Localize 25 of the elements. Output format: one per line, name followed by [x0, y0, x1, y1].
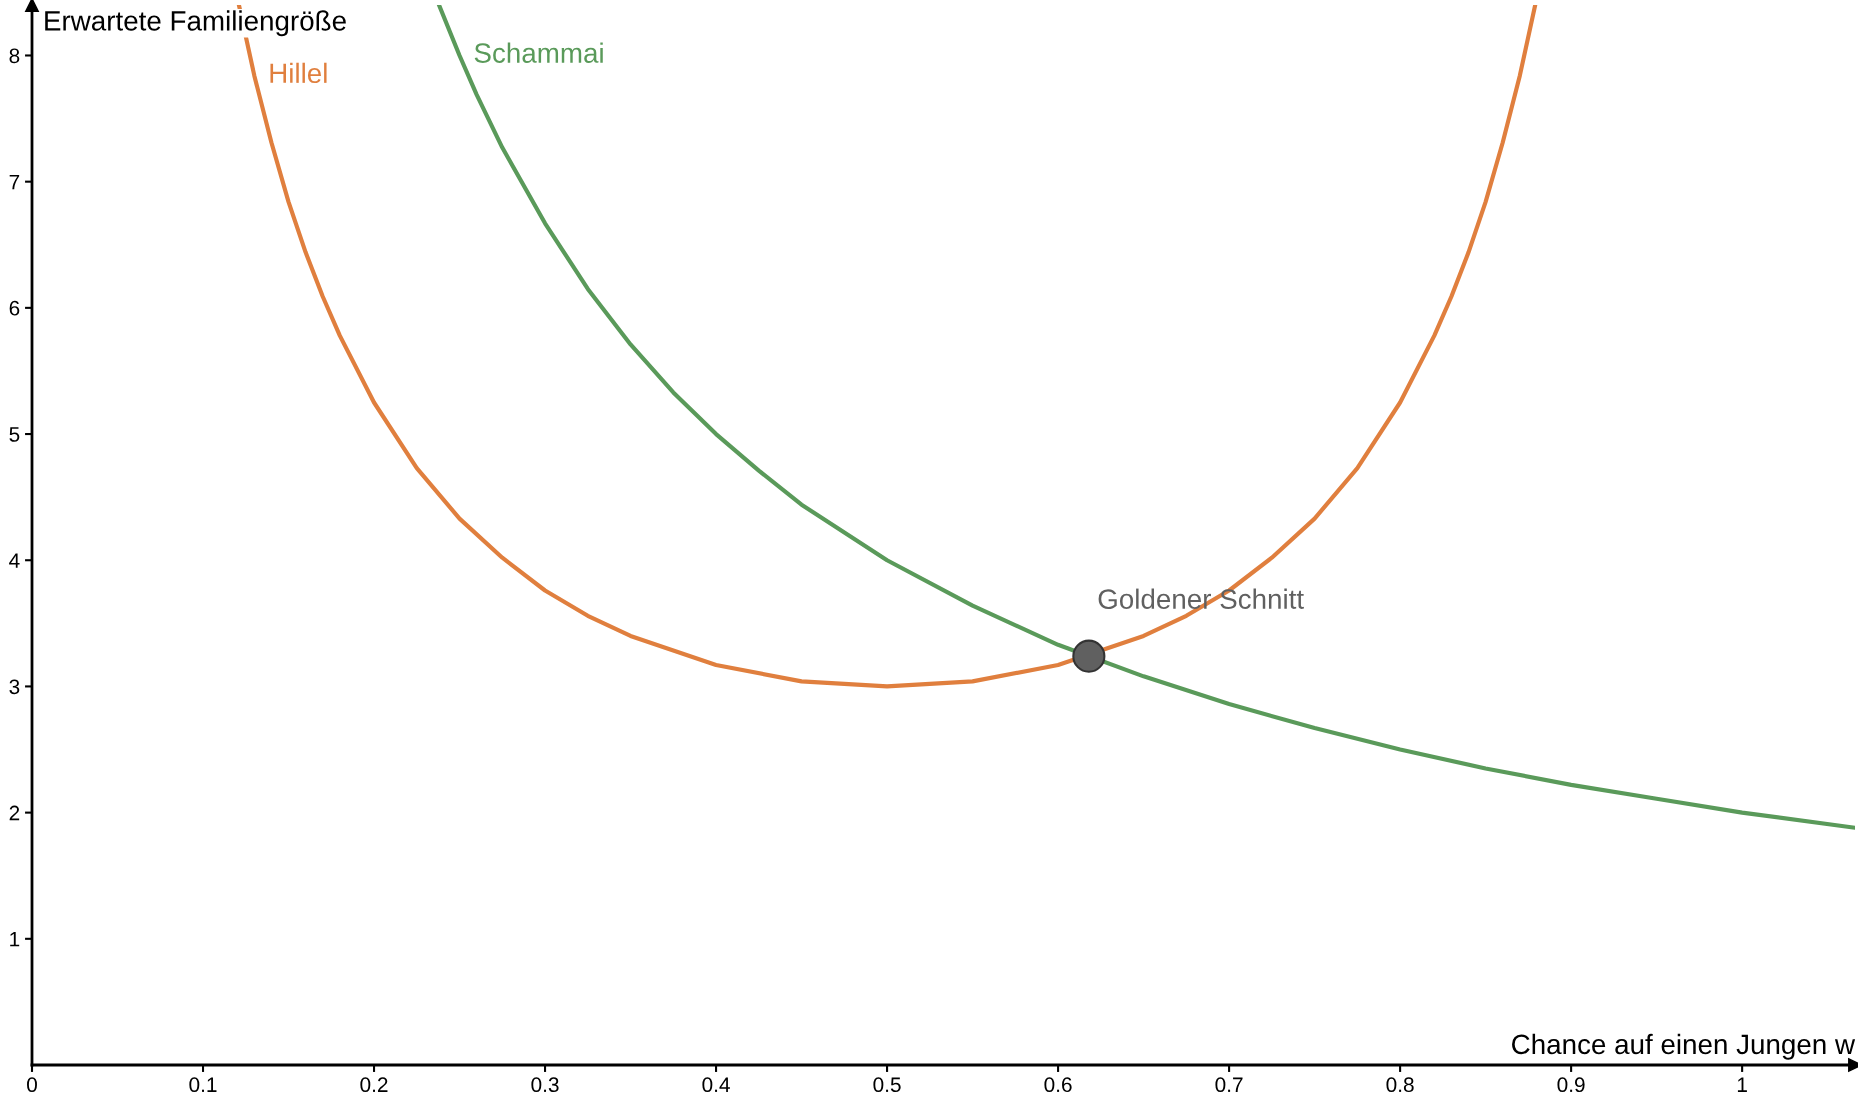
- x-tick-label: 1: [1737, 1077, 1747, 1092]
- y-tick-label: 8: [9, 48, 20, 64]
- y-axis-title: Erwartete Familiengröße: [45, 10, 346, 37]
- x-tick-label: 0: [27, 1077, 37, 1093]
- series-label: Schammai: [474, 42, 603, 63]
- x-tick-label: 0.9: [1557, 1077, 1585, 1093]
- x-tick-label: 0.6: [1044, 1077, 1072, 1093]
- x-tick-label: 0.5: [873, 1077, 901, 1093]
- y-tick-label: 2: [9, 805, 20, 821]
- series-label: Hillel: [270, 62, 327, 84]
- y-tick-label: 6: [9, 300, 20, 316]
- x-tick-label: 0.1: [189, 1077, 217, 1093]
- x-tick-label: 0.4: [702, 1077, 730, 1093]
- y-tick-label: 5: [9, 427, 20, 442]
- y-tick-label: 1: [10, 932, 20, 947]
- x-tick-label: 0.2: [360, 1077, 388, 1093]
- annotation: Goldener Schnitt: [1098, 588, 1304, 609]
- y-tick-label: 7: [9, 174, 20, 190]
- x-tick-label: 0.7: [1215, 1077, 1243, 1093]
- y-tick-label: 3: [9, 679, 20, 695]
- x-tick-label: 0.3: [531, 1077, 559, 1093]
- line-series: [436, 5, 1855, 830]
- y-tick-label: 4: [9, 553, 20, 568]
- x-tick-label: 0.8: [1386, 1077, 1414, 1093]
- x-axis-title: Chance auf einen Jungen w: [1512, 1033, 1856, 1060]
